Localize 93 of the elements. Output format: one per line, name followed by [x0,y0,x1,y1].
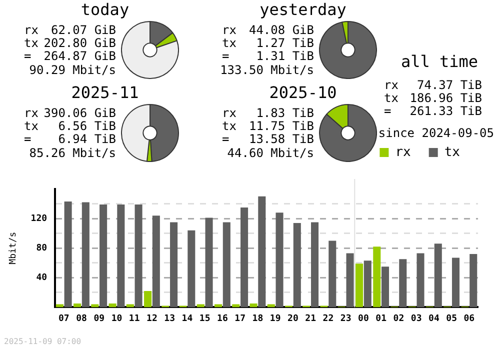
bar [470,254,478,308]
text: = 6.94 TiB [24,132,116,146]
x-tick-label: 10 [111,314,122,324]
bar [152,216,160,308]
x-tick-label: 03 [410,314,422,324]
bar [214,304,222,308]
bar [356,264,364,308]
bar [64,202,72,308]
text: since 2024-09-05 [377,126,494,140]
chart-title: yesterday [258,0,348,20]
bar [91,304,99,308]
x-tick-label: 16 [217,314,228,324]
x-tick-label: 02 [393,314,404,324]
text: all time [400,52,480,71]
bar [276,212,284,308]
bar [170,222,178,308]
bar [126,304,134,308]
bar [267,304,275,308]
x-tick-label: 20 [288,314,298,324]
x-tick-label: 07 [58,314,70,324]
bar [452,258,460,308]
bar [381,266,390,308]
chart-title: 2025-11 [70,83,140,103]
bar [293,222,301,308]
y-tick-label: 40 [36,272,48,283]
text: = 261.33 TiB [384,104,482,118]
x-tick-label: 04 [428,314,440,324]
x-tick-label: 01 [376,314,386,324]
bar [196,304,204,308]
x-tick-label: 19 [270,314,281,324]
x-tick-label: 22 [322,314,334,324]
bar [232,304,240,308]
x-tick-label: 18 [252,314,264,324]
bar [258,196,266,308]
text: tx 186.96 TiB [383,91,482,105]
x-tick-label: 00 [358,314,369,324]
x-tick-label: 21 [305,314,316,324]
bar [399,259,407,308]
text: = 13.58 TiB [222,132,314,146]
text: 133.50 Mbit/s [219,63,314,77]
legend-label: rx [395,144,412,160]
text: = 1.31 TiB [222,49,314,63]
bar [240,207,248,308]
x-tick-label: 13 [164,314,176,324]
bar [364,260,372,308]
text: 85.26 Mbit/s [28,146,116,160]
bar [74,304,82,308]
bar [250,304,258,308]
x-tick-label: 23 [340,314,352,324]
text: tx 11.75 TiB [221,119,314,133]
bar [416,253,424,308]
bar [117,204,125,308]
text: tx 6.56 TiB [24,119,116,133]
x-tick-label: 14 [182,314,194,324]
bar [311,222,319,308]
text: rx 390.06 GiB [23,106,116,120]
bar [108,304,116,308]
y-tick-label: 80 [36,243,48,254]
x-tick-label: 11 [128,314,140,324]
bar [346,253,354,308]
bar [144,290,152,308]
x-tick-label: 15 [199,314,210,324]
text: 44.60 Mbit/s [226,146,314,160]
text: rx 44.08 GiB [221,23,314,37]
bar [222,222,230,308]
bar [434,244,442,308]
text: tx 1.27 TiB [222,36,314,50]
x-tick-label: 17 [234,314,246,324]
bar [205,218,213,308]
text: rx 62.07 GiB [23,23,116,37]
x-tick-label: 12 [146,314,158,324]
bar [373,246,381,308]
x-tick-label: 09 [94,314,105,324]
bar [100,204,108,308]
bar [134,204,142,308]
bar [56,304,64,308]
chart-title: 2025-10 [269,83,337,102]
text: 90.29 Mbit/s [28,63,116,77]
bar [82,202,90,308]
x-tick-label: 06 [464,314,475,324]
y-tick-label: 120 [30,214,48,224]
x-tick-label: 05 [446,314,457,324]
text: rx 74.37 TiB [384,78,482,92]
text: rx 1.83 TiB [222,106,314,120]
bar [188,230,196,308]
bar [328,240,336,308]
text: = 264.87 GiB [23,49,116,63]
x-tick-label: 08 [76,314,87,324]
legend-label: tx [444,144,460,160]
text: tx 202.80 GiB [23,36,116,50]
text: 2025-11-09 07:00 [4,337,82,346]
y-axis-title: Mbit/s [8,232,19,264]
chart-title: today [80,0,130,20]
